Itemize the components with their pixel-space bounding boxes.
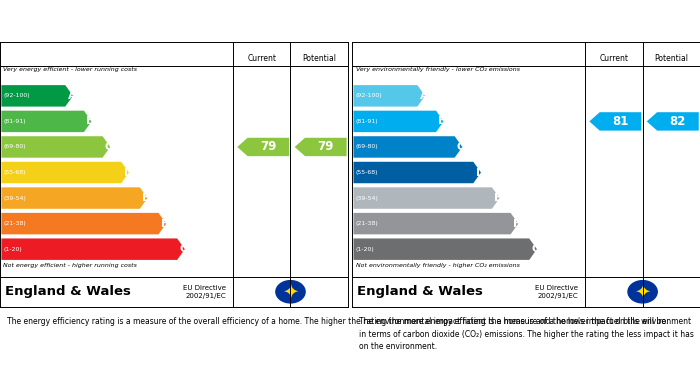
Text: (55-68): (55-68)	[356, 170, 378, 175]
Text: F: F	[161, 219, 168, 229]
Polygon shape	[1, 213, 166, 234]
Text: (1-20): (1-20)	[4, 247, 22, 252]
Polygon shape	[589, 112, 641, 131]
Text: E: E	[494, 193, 502, 203]
Polygon shape	[295, 138, 346, 156]
Text: EU Directive
2002/91/EC: EU Directive 2002/91/EC	[536, 285, 578, 299]
Text: C: C	[457, 142, 465, 152]
Text: The environmental impact rating is a measure of a home's impact on the environme: The environmental impact rating is a mea…	[359, 317, 694, 351]
Text: (81-91): (81-91)	[356, 119, 378, 124]
Polygon shape	[1, 187, 148, 209]
Text: Current: Current	[599, 54, 629, 63]
Text: 81: 81	[612, 115, 629, 128]
Polygon shape	[354, 239, 537, 260]
Polygon shape	[647, 112, 699, 131]
Text: A: A	[420, 91, 428, 101]
Polygon shape	[237, 138, 289, 156]
Text: G: G	[531, 244, 540, 254]
Text: 79: 79	[318, 140, 334, 153]
Text: England & Wales: England & Wales	[357, 285, 483, 298]
Polygon shape	[1, 85, 73, 107]
Polygon shape	[354, 111, 444, 132]
Text: Energy Efficiency Rating: Energy Efficiency Rating	[5, 25, 168, 38]
Polygon shape	[354, 187, 500, 209]
Text: EU Directive
2002/91/EC: EU Directive 2002/91/EC	[183, 285, 226, 299]
Text: (92-100): (92-100)	[356, 93, 382, 99]
Text: D: D	[475, 167, 485, 178]
Text: (81-91): (81-91)	[4, 119, 26, 124]
Text: ✦: ✦	[634, 282, 651, 301]
Circle shape	[276, 281, 305, 303]
Polygon shape	[354, 162, 481, 183]
Polygon shape	[354, 213, 518, 234]
Text: C: C	[105, 142, 113, 152]
Text: F: F	[513, 219, 520, 229]
Text: Potential: Potential	[654, 54, 688, 63]
Text: G: G	[179, 244, 188, 254]
Text: Very energy efficient - lower running costs: Very energy efficient - lower running co…	[4, 67, 137, 72]
Text: (21-38): (21-38)	[4, 221, 26, 226]
Text: Potential: Potential	[302, 54, 336, 63]
Text: B: B	[438, 117, 447, 126]
Text: ✦: ✦	[282, 282, 299, 301]
Polygon shape	[354, 136, 462, 158]
Text: A: A	[68, 91, 76, 101]
Text: D: D	[123, 167, 133, 178]
Text: 79: 79	[260, 140, 276, 153]
Polygon shape	[1, 239, 185, 260]
Text: England & Wales: England & Wales	[5, 285, 131, 298]
Text: E: E	[142, 193, 150, 203]
Text: The energy efficiency rating is a measure of the overall efficiency of a home. T: The energy efficiency rating is a measur…	[7, 317, 668, 326]
Text: (69-80): (69-80)	[4, 144, 26, 149]
Text: (55-68): (55-68)	[4, 170, 26, 175]
Polygon shape	[1, 162, 129, 183]
Text: Current: Current	[247, 54, 276, 63]
Text: Not energy efficient - higher running costs: Not energy efficient - higher running co…	[4, 263, 137, 268]
Text: B: B	[86, 117, 94, 126]
Text: 82: 82	[670, 115, 686, 128]
Text: (69-80): (69-80)	[356, 144, 378, 149]
Text: (1-20): (1-20)	[356, 247, 375, 252]
Polygon shape	[1, 111, 92, 132]
Circle shape	[628, 281, 657, 303]
Text: Environmental Impact (CO₂) Rating: Environmental Impact (CO₂) Rating	[357, 25, 589, 38]
Polygon shape	[1, 136, 110, 158]
Text: Not environmentally friendly - higher CO₂ emissions: Not environmentally friendly - higher CO…	[356, 263, 519, 268]
Text: (92-100): (92-100)	[4, 93, 30, 99]
Text: (39-54): (39-54)	[356, 196, 379, 201]
Polygon shape	[354, 85, 425, 107]
Text: (39-54): (39-54)	[4, 196, 27, 201]
Text: Very environmentally friendly - lower CO₂ emissions: Very environmentally friendly - lower CO…	[356, 67, 519, 72]
Text: (21-38): (21-38)	[356, 221, 378, 226]
